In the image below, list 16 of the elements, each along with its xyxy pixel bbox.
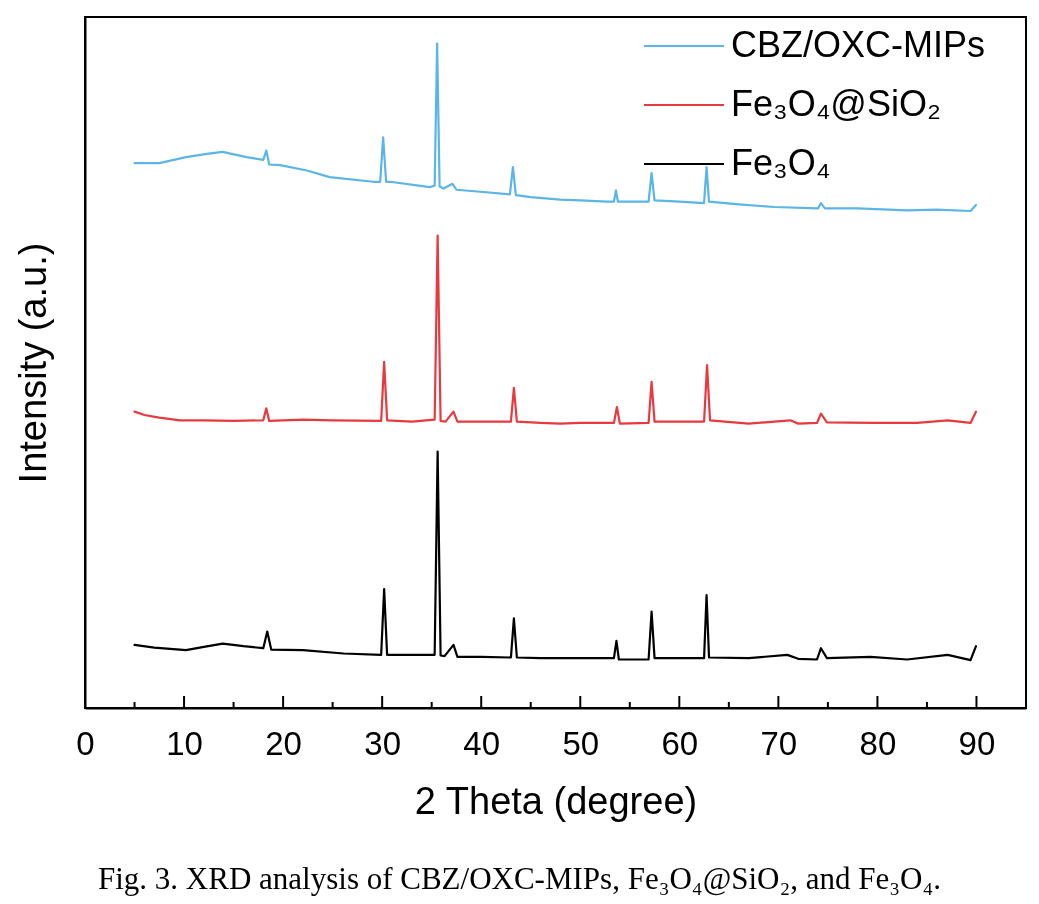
x-tick-label: 20	[265, 724, 302, 762]
x-axis-title: 2 Theta (degree)	[414, 779, 698, 822]
caption: Fig. 3. XRD analysis of CBZ/OXC-MIPs, Fe₃O₄@SiO₂, and Fe₃O₄.	[98, 861, 941, 896]
x-tick-label: 70	[760, 724, 798, 762]
x-tick-label: 30	[364, 724, 402, 762]
legend-label: Fe₃O₄	[731, 142, 831, 183]
y-axis-title: Intensity (a.u.)	[11, 242, 54, 484]
x-tick-label: 10	[166, 724, 203, 762]
x-tick-label: 50	[562, 724, 600, 762]
x-tick-label: 40	[463, 724, 501, 762]
x-tick-label: 90	[958, 724, 996, 762]
x-tick-label: 60	[661, 724, 699, 762]
x-tick-label: 0	[76, 724, 95, 762]
legend-label: CBZ/OXC-MIPs	[731, 24, 986, 65]
legend-label: Fe₃O₄@SiO₂	[731, 83, 941, 124]
x-tick-label: 80	[859, 724, 897, 762]
